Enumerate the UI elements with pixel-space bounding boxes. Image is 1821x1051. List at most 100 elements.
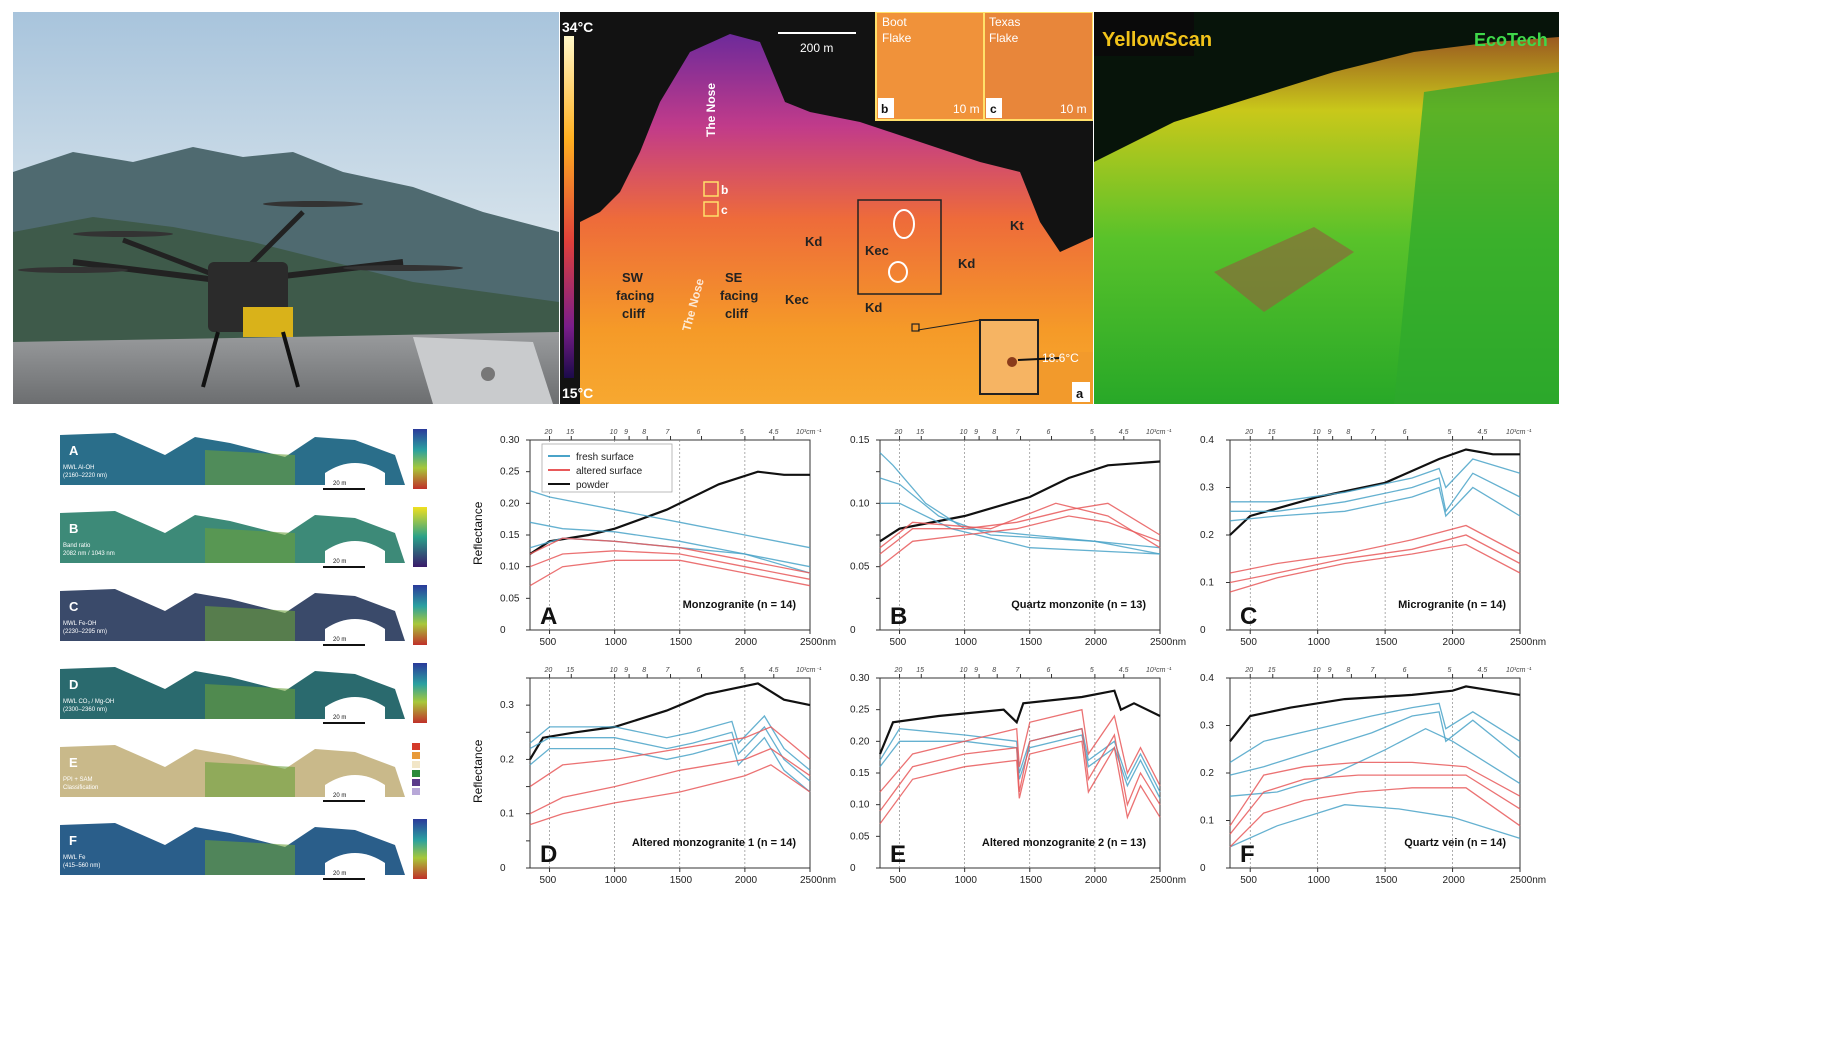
top-tick-label: 4.5 [1119, 667, 1129, 674]
y-tick-label: 0.1 [1200, 816, 1214, 827]
y-tick-label: 0.20 [500, 498, 520, 509]
series-powder [1229, 685, 1521, 742]
legend-label-0: fresh surface [576, 452, 634, 463]
map-caption-e-2: Classification [63, 785, 98, 791]
map-highlight-e [205, 762, 295, 797]
x-tick-label: 1000 [955, 875, 978, 886]
y-tick-label: 0.10 [500, 562, 520, 573]
series-fresh [1230, 458, 1521, 503]
inset-c-scale: 10 m [1060, 102, 1087, 116]
lidar-image: YellowScan EcoTech [1094, 12, 1559, 404]
top-tick-label: 9 [624, 667, 628, 674]
inset-b-title-1: Boot [882, 15, 907, 29]
map-gap-f [325, 853, 385, 875]
lidar-scene: YellowScan EcoTech [1094, 12, 1559, 404]
y-tick-label: 0.15 [850, 768, 870, 779]
hyperspectral-maps: A MWL Al-OH (2160–2220 nm) 20 m B Band ratio 2… [55, 425, 465, 900]
cliff-face [580, 34, 1093, 404]
series-fresh [1229, 486, 1521, 522]
legend-class-swatch [412, 743, 420, 750]
series-altered [1229, 787, 1521, 848]
x-tick-label: 2000 [1085, 637, 1108, 648]
top-tick-label: 6 [697, 667, 701, 674]
series-altered [879, 727, 1161, 812]
y-tick-label: 0.3 [1200, 483, 1214, 494]
map-letter-d: D [69, 677, 78, 692]
y-tick-label: 0 [1200, 863, 1206, 874]
y-tick-label: 0.05 [500, 593, 520, 604]
x-tick-label: 1000 [1308, 637, 1331, 648]
inset-c-title-1: Texas [989, 15, 1020, 29]
panel-letter-f: F [1240, 841, 1255, 868]
series-powder [529, 470, 810, 555]
x-tick-label: 1500 [670, 875, 693, 886]
map-highlight-a [205, 450, 295, 485]
series-altered [529, 747, 811, 815]
panel-letter-d: D [540, 841, 557, 868]
map-gap-b [325, 541, 385, 563]
y-tick-label: 0 [850, 863, 856, 874]
box-b-label: b [721, 183, 728, 197]
map-caption-e-1: PPI + SAM [63, 777, 93, 783]
series-altered [879, 515, 1161, 568]
panel-letter-a: A [540, 603, 557, 630]
top-tick-label: 5 [740, 667, 744, 674]
top-tick-label: 5 [1448, 667, 1452, 674]
x-tick-label: 2000 [1443, 875, 1466, 886]
y-tick-label: 0 [850, 625, 856, 636]
kec-box [857, 199, 942, 295]
map-scale-b: 20 m [333, 559, 346, 565]
temperature-colorbar [564, 36, 574, 378]
temp-max-label: 34°C [562, 19, 593, 35]
series-fresh [529, 714, 811, 771]
top-tick-label: 20 [544, 667, 553, 674]
map-legend-f [413, 819, 427, 879]
map-legend-c [413, 585, 427, 645]
map-gap-d [325, 697, 385, 719]
y-tick-label: 0.30 [500, 435, 520, 446]
series-powder [878, 689, 1161, 755]
x-tick-label: 2000 [735, 637, 758, 648]
series-fresh [529, 521, 811, 568]
x-tick-label: 2000 [1085, 875, 1108, 886]
kt-label: Kt [1010, 218, 1024, 233]
inset-b-title-2: Flake [882, 31, 912, 45]
legend-class-swatch [412, 779, 420, 786]
x-tick-label: 2000 [1443, 637, 1466, 648]
plot-title-c: Microgranite (n = 14) [1398, 599, 1506, 611]
se-label-2: facing [720, 288, 758, 303]
map-scale-d: 20 m [333, 715, 346, 721]
sw-label-2: facing [616, 288, 654, 303]
drone-scene [13, 12, 559, 404]
thermal-scene: 34°C 15°C 200 m The Nose The Nose SW fac… [562, 12, 1093, 404]
legend-class-swatch [412, 752, 420, 759]
plot-title-e: Altered monzogranite 2 (n = 13) [982, 837, 1146, 849]
map-gap-a [325, 463, 385, 485]
series-fresh [1230, 472, 1521, 513]
top-tick-label: 8 [1346, 429, 1350, 436]
top-tick-label: 8 [1346, 667, 1350, 674]
y-tick-label: 0.05 [850, 831, 870, 842]
y-tick-label: 0.30 [850, 673, 870, 684]
x-tick-label: 2500nm [1510, 875, 1546, 886]
panel-letter-b: B [890, 603, 907, 630]
map-highlight-b [205, 528, 295, 563]
top-unit-label: 10³cm⁻¹ [796, 429, 822, 436]
legend-class-swatch [412, 788, 420, 795]
x-tick-label: 500 [1240, 875, 1257, 886]
top-tick-label: 20 [1244, 667, 1253, 674]
top-tick-label: 6 [1403, 667, 1407, 674]
y-tick-label: 0.15 [850, 435, 870, 446]
top-tick-label: 7 [1016, 667, 1021, 674]
hotspot-temp-label: 18.6°C [1042, 351, 1079, 365]
series-fresh [529, 725, 811, 782]
x-tick-label: 1500 [1020, 637, 1043, 648]
top-tick-label: 4.5 [1478, 429, 1488, 436]
series-fresh [1229, 702, 1521, 763]
x-tick-label: 2500nm [1510, 637, 1546, 648]
series-altered [879, 708, 1161, 793]
series-altered [529, 764, 811, 826]
x-tick-label: 1000 [605, 875, 628, 886]
map-scale-f: 20 m [333, 871, 346, 877]
plot-title-d: Altered monzogranite 1 (n = 14) [632, 837, 796, 849]
